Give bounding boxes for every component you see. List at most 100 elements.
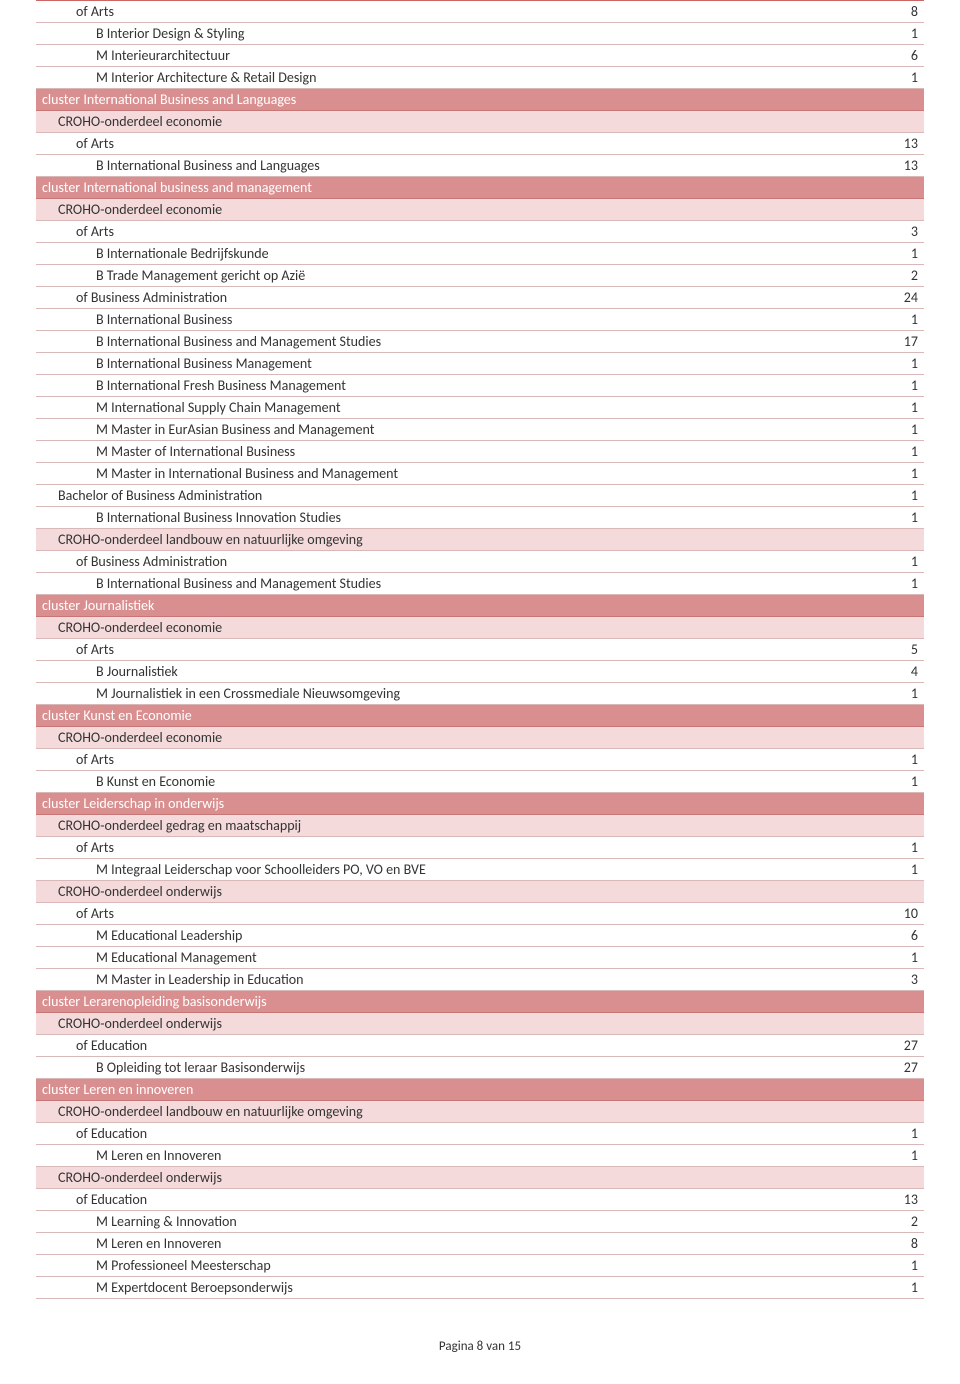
table-row: of Business Administration24 [36,287,924,309]
table-row: of Education13 [36,1189,924,1211]
table-row: B Journalistiek4 [36,661,924,683]
row-label: B Journalistiek [96,661,884,682]
row-value: 8 [884,1,924,22]
table-row: B International Business and Management … [36,573,924,595]
row-value: 1 [884,67,924,88]
table-row: CROHO-onderdeel landbouw en natuurlijke … [36,529,924,551]
row-value: 13 [884,155,924,176]
row-value: 2 [884,1211,924,1232]
row-label: B Trade Management gericht op Azië [96,265,884,286]
row-label: CROHO-onderdeel landbouw en natuurlijke … [58,1101,884,1122]
row-value: 1 [884,463,924,484]
row-value: 1 [884,507,924,528]
table-row: M International Supply Chain Management1 [36,397,924,419]
row-label: B International Business Management [96,353,884,374]
table-row: M Interior Architecture & Retail Design1 [36,67,924,89]
row-value: 1 [884,551,924,572]
row-label: M Educational Leadership [96,925,884,946]
table-row: of Arts1 [36,837,924,859]
page-footer: Pagina 8 van 15 [36,1339,924,1354]
row-value: 1 [884,309,924,330]
row-label: B Interior Design & Styling [96,23,884,44]
table-row: B International Fresh Business Managemen… [36,375,924,397]
row-value: 6 [884,925,924,946]
row-label: of Arts [76,221,884,242]
table-row: B Trade Management gericht op Azië2 [36,265,924,287]
table-row: M Master in International Business and M… [36,463,924,485]
row-label: M Expertdocent Beroepsonderwijs [96,1277,884,1298]
row-label: M Educational Management [96,947,884,968]
row-label: cluster Lerarenopleiding basisonderwijs [42,991,884,1012]
table-row: CROHO-onderdeel economie [36,727,924,749]
row-value: 1 [884,749,924,770]
row-label: CROHO-onderdeel gedrag en maatschappij [58,815,884,836]
row-value: 2 [884,265,924,286]
row-label: cluster Leiderschap in onderwijs [42,793,884,814]
row-value: 1 [884,771,924,792]
row-label: M Master in Leadership in Education [96,969,884,990]
row-label: M Interior Architecture & Retail Design [96,67,884,88]
row-label: cluster Kunst en Economie [42,705,884,726]
table-row: cluster Leren en innoveren [36,1079,924,1101]
table-row: CROHO-onderdeel economie [36,617,924,639]
row-value: 1 [884,1123,924,1144]
table-row: CROHO-onderdeel onderwijs [36,1013,924,1035]
row-label: CROHO-onderdeel onderwijs [58,881,884,902]
row-value: 3 [884,221,924,242]
table-row: of Arts3 [36,221,924,243]
row-value: 1 [884,441,924,462]
row-value: 1 [884,397,924,418]
table-row: B Interior Design & Styling1 [36,23,924,45]
table-row: B Internationale Bedrijfskunde1 [36,243,924,265]
table-row: M Educational Leadership6 [36,925,924,947]
row-value: 8 [884,1233,924,1254]
row-label: M Master in EurAsian Business and Manage… [96,419,884,440]
row-label: CROHO-onderdeel economie [58,199,884,220]
row-label: M Integraal Leiderschap voor Schoolleide… [96,859,884,880]
row-value: 27 [884,1035,924,1056]
row-value: 4 [884,661,924,682]
table-row: cluster Leiderschap in onderwijs [36,793,924,815]
row-label: of Business Administration [76,287,884,308]
row-value: 3 [884,969,924,990]
table-row: M Expertdocent Beroepsonderwijs1 [36,1277,924,1299]
table-row: cluster International Business and Langu… [36,89,924,111]
row-label: CROHO-onderdeel economie [58,111,884,132]
row-value: 1 [884,243,924,264]
table-row: CROHO-onderdeel onderwijs [36,1167,924,1189]
row-label: of Business Administration [76,551,884,572]
table-row: cluster Kunst en Economie [36,705,924,727]
table-row: B International Business Innovation Stud… [36,507,924,529]
row-label: cluster International business and manag… [42,177,884,198]
table-row: M Interieurarchitectuur6 [36,45,924,67]
row-value: 5 [884,639,924,660]
table-row: B Opleiding tot leraar Basisonderwijs27 [36,1057,924,1079]
table-row: M Professioneel Meesterschap1 [36,1255,924,1277]
row-label: of Arts [76,749,884,770]
row-label: M Master in International Business and M… [96,463,884,484]
table-row: CROHO-onderdeel gedrag en maatschappij [36,815,924,837]
row-label: of Education [76,1123,884,1144]
row-label: M Leren en Innoveren [96,1145,884,1166]
row-value: 1 [884,23,924,44]
row-label: B International Business and Management … [96,573,884,594]
row-value: 6 [884,45,924,66]
table-row: M Educational Management1 [36,947,924,969]
row-label: M Master of International Business [96,441,884,462]
row-label: B Kunst en Economie [96,771,884,792]
row-label: of Arts [76,903,884,924]
row-label: of Arts [76,1,884,22]
row-value: 1 [884,485,924,506]
table-row: M Integraal Leiderschap voor Schoolleide… [36,859,924,881]
row-value: 13 [884,133,924,154]
row-value: 1 [884,1277,924,1298]
page-container: of Arts8B Interior Design & Styling1M In… [0,0,960,1384]
row-label: of Education [76,1035,884,1056]
row-label: M Journalistiek in een Crossmediale Nieu… [96,683,884,704]
table-row: M Leren en Innoveren8 [36,1233,924,1255]
table-row: of Arts1 [36,749,924,771]
row-label: of Arts [76,133,884,154]
row-label: B Internationale Bedrijfskunde [96,243,884,264]
table-row: CROHO-onderdeel landbouw en natuurlijke … [36,1101,924,1123]
row-label: CROHO-onderdeel economie [58,617,884,638]
